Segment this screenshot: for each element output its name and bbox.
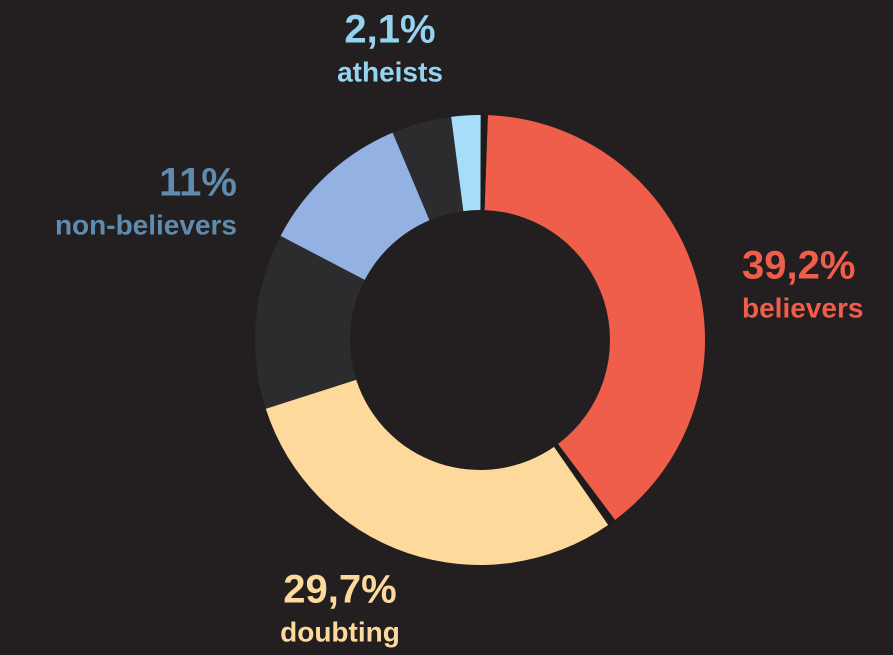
- donut-slice: [554, 443, 616, 525]
- donut-slice: [451, 115, 481, 212]
- slice-category-label: non-believers: [55, 209, 237, 240]
- slice-category-label: atheists: [337, 56, 443, 87]
- donut-slice: [265, 379, 609, 565]
- donut-slice: [254, 235, 365, 409]
- slice-category-label: doubting: [280, 616, 400, 647]
- slice-value-label: 29,7%: [283, 568, 396, 612]
- donut-slice: [392, 116, 464, 221]
- donut-slice: [484, 115, 706, 520]
- donut-slice: [480, 115, 488, 211]
- slice-value-label: 2,1%: [344, 8, 435, 52]
- slice-value-label: 11%: [159, 161, 237, 205]
- slice-category-label: believers: [742, 292, 863, 323]
- slice-value-label: 39,2%: [742, 244, 855, 288]
- donut-slice: [280, 132, 430, 280]
